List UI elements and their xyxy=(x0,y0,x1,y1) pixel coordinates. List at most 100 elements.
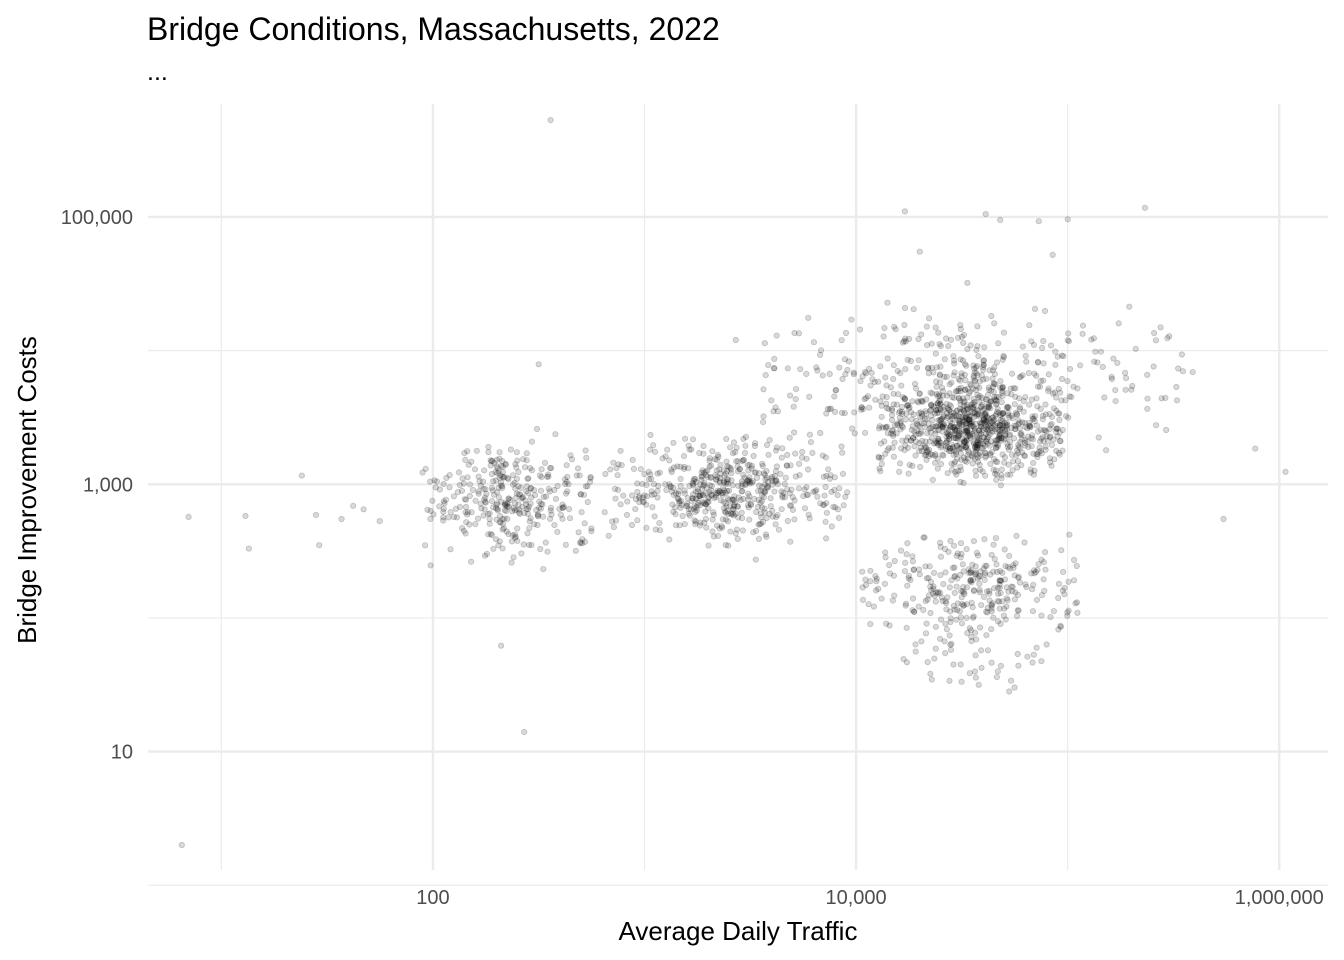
data-point xyxy=(914,427,921,434)
data-point xyxy=(662,453,669,460)
data-point xyxy=(564,473,571,481)
data-point xyxy=(1042,566,1049,573)
data-point xyxy=(988,608,995,615)
data-point xyxy=(547,465,555,472)
data-point xyxy=(724,476,732,483)
data-point xyxy=(917,430,924,437)
data-point xyxy=(1112,397,1119,405)
data-point xyxy=(747,500,754,508)
data-point xyxy=(1049,390,1057,397)
data-point xyxy=(989,428,996,435)
data-point xyxy=(740,435,747,442)
data-point xyxy=(961,361,969,368)
data-point xyxy=(724,507,731,515)
data-point xyxy=(521,464,529,471)
data-point xyxy=(957,321,964,329)
data-point xyxy=(943,414,951,421)
data-point xyxy=(983,375,990,382)
data-point xyxy=(994,597,1001,605)
data-point xyxy=(993,408,1001,415)
data-point xyxy=(684,494,692,502)
data-point xyxy=(817,347,825,354)
data-point xyxy=(574,465,582,472)
data-point xyxy=(1034,428,1042,435)
data-point xyxy=(481,506,488,513)
data-point xyxy=(957,401,964,408)
data-point xyxy=(916,248,923,255)
data-point xyxy=(1030,581,1037,589)
data-point xyxy=(717,461,724,468)
data-point xyxy=(489,487,496,494)
data-point xyxy=(1000,329,1008,336)
data-point xyxy=(432,484,439,491)
data-point xyxy=(1037,405,1044,412)
data-point xyxy=(528,541,535,549)
data-point xyxy=(911,380,919,387)
data-point xyxy=(748,465,755,472)
data-point xyxy=(966,388,974,395)
data-point xyxy=(1042,548,1049,556)
data-point xyxy=(972,563,979,570)
data-point xyxy=(782,474,789,481)
data-point xyxy=(996,432,1003,439)
data-point xyxy=(976,378,984,385)
data-point xyxy=(1015,574,1022,581)
data-point xyxy=(1038,592,1046,599)
data-point xyxy=(1006,688,1013,695)
data-point xyxy=(984,427,992,434)
data-point xyxy=(986,597,993,604)
data-point xyxy=(926,446,933,453)
data-point xyxy=(1038,556,1045,563)
data-point xyxy=(741,474,748,481)
data-point xyxy=(466,481,474,488)
data-point xyxy=(909,558,917,565)
data-point xyxy=(700,469,708,476)
data-point xyxy=(939,428,946,435)
data-point xyxy=(1055,385,1062,392)
data-point xyxy=(717,474,724,482)
data-point xyxy=(689,495,696,502)
data-point xyxy=(720,498,727,505)
data-point xyxy=(650,480,658,488)
data-point xyxy=(749,478,756,485)
data-point xyxy=(1016,374,1023,381)
data-point xyxy=(962,443,969,451)
data-point xyxy=(1026,424,1034,431)
data-point xyxy=(527,464,534,472)
data-point xyxy=(967,420,975,427)
data-point xyxy=(475,490,482,497)
data-point xyxy=(493,501,500,508)
data-point xyxy=(814,367,821,374)
data-point xyxy=(994,668,1002,675)
data-point xyxy=(1108,375,1116,383)
data-point xyxy=(487,462,494,469)
data-point xyxy=(969,405,977,412)
data-point xyxy=(539,501,546,508)
data-point xyxy=(1063,412,1070,420)
data-point xyxy=(997,384,1004,391)
data-point xyxy=(557,511,565,518)
data-point xyxy=(1000,422,1007,429)
data-point xyxy=(670,439,677,446)
data-point xyxy=(786,392,794,399)
data-point xyxy=(1004,411,1012,419)
data-point xyxy=(1014,458,1022,465)
data-point xyxy=(755,470,763,477)
data-point xyxy=(944,594,951,601)
data-point xyxy=(891,557,898,565)
data-point xyxy=(559,504,567,511)
data-point xyxy=(987,405,994,412)
data-point xyxy=(903,410,910,417)
data-point xyxy=(634,488,641,496)
data-point xyxy=(752,469,759,476)
data-point xyxy=(1110,355,1117,362)
data-point xyxy=(950,542,958,549)
data-point xyxy=(722,470,730,477)
data-point xyxy=(822,454,830,461)
data-point xyxy=(753,508,760,516)
data-point xyxy=(956,429,963,436)
data-point xyxy=(902,416,909,423)
data-point xyxy=(914,422,922,429)
data-point xyxy=(738,515,746,522)
data-point xyxy=(1029,432,1036,439)
